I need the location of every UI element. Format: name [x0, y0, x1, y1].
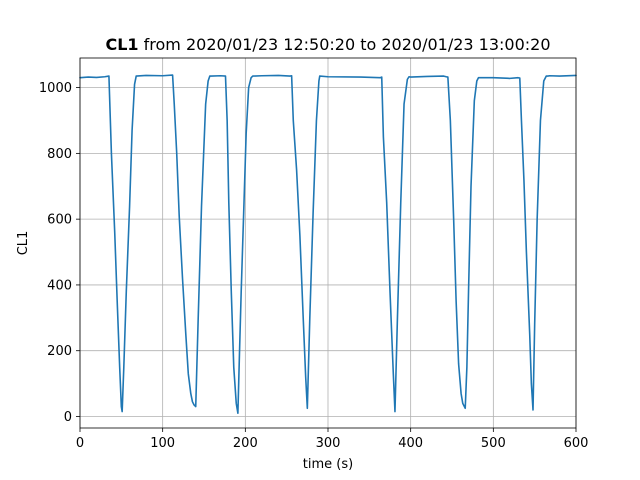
x-tick-label: 100: [150, 436, 175, 451]
chart-title-bold: CL1: [105, 35, 138, 54]
x-tick-label: 200: [233, 436, 258, 451]
x-axis-label: time (s): [303, 457, 353, 472]
axis-ticks: 0 100 200 300 400 500 600 0 200 400 600 800 1000: [39, 81, 589, 451]
series-line: [79, 74, 577, 414]
y-tick-label: 1000: [39, 81, 72, 96]
y-tick-label: 800: [47, 147, 72, 162]
y-tick-label: 0: [64, 410, 72, 425]
y-tick-label: 600: [47, 213, 72, 228]
y-axis-label: CL1: [16, 231, 31, 256]
x-tick-label: 0: [76, 436, 84, 451]
chart-title: CL1 from 2020/01/23 12:50:20 to 2020/01/…: [105, 35, 550, 54]
x-tick-label: 300: [316, 436, 341, 451]
series-layer: [79, 74, 577, 414]
y-tick-label: 400: [47, 278, 72, 293]
y-tick-label: 200: [47, 344, 72, 359]
x-tick-label: 500: [481, 436, 506, 451]
x-tick-label: 400: [398, 436, 423, 451]
grid-lines: [79, 58, 577, 428]
x-tick-label: 600: [564, 436, 589, 451]
chart-title-rest: from 2020/01/23 12:50:20 to 2020/01/23 1…: [139, 35, 551, 54]
